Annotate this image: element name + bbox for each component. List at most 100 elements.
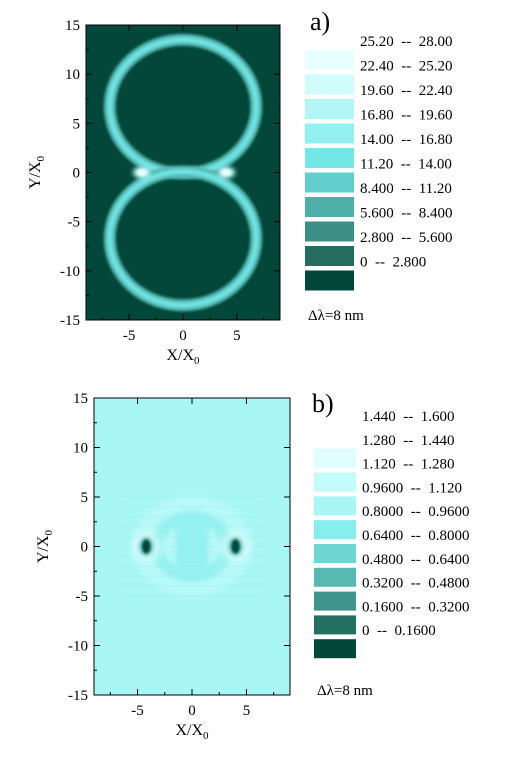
legend-swatch [314,496,356,516]
legend-swatch [305,221,354,242]
panel-label-b: b) [312,389,334,418]
legend-label: 1.280 -- 1.440 [362,433,455,449]
dark-spot-1 [133,532,160,561]
legend-swatch [314,448,356,468]
legend-label: 1.120 -- 1.280 [362,457,455,473]
dark-spot-2 [222,532,249,561]
legend-swatch [305,197,354,217]
hot-spot-2 [217,166,236,179]
x-tick-label: 0 [179,328,187,344]
legend-label: 0.4800 -- 0.6400 [362,552,470,568]
legend-label: 0 -- 2.800 [360,255,426,271]
x-axis-title-a: X/X0 [166,347,200,367]
legend-swatch [314,425,356,444]
panel-a: -15 -10 -5 0 5 10 15 -5 0 5 X/X0 Y/X0 a) 25.20 --… [27,7,453,367]
legend-entry: 0.4800 -- 0.6400 [314,552,470,587]
y-tick-label: 0 [73,166,81,182]
x-tick-label: 5 [243,703,251,719]
y-tick-label: 10 [73,441,88,457]
legend-entry: 2.800 -- 5.600 [305,230,453,266]
legend-entry: 16.80 -- 19.60 [305,108,453,144]
y-tick-label: -10 [60,264,80,280]
legend-entry: 0.8000 -- 0.9600 [314,504,470,540]
legend-entry: 0.9600 -- 1.120 [314,480,462,516]
hot-spot-1 [133,166,152,179]
y-tick-label: 15 [65,18,80,34]
legend-entry: 11.20 -- 14.00 [305,157,452,193]
legend-swatch [314,520,356,540]
legend-label: 25.20 -- 28.00 [360,34,453,50]
heatmap-a [86,25,280,320]
y-tick-label: 0 [81,540,89,556]
legend-entry: 14.00 -- 16.80 [305,132,453,168]
legend-swatch [305,246,354,266]
y-tick-label: 5 [81,490,89,506]
legend-entry: 1.440 -- 1.600 [314,409,455,444]
legend-b: 1.440 -- 1.600 1.280 -- 1.440 1.120 -- 1.2… [314,409,470,659]
axes-a: -15 -10 -5 0 5 10 15 -5 0 5 [60,18,280,344]
wavelength-annotation-a: Δλ=8 nm [308,308,364,324]
legend-label: 0.6400 -- 0.8000 [362,528,470,544]
legend-entry: 1.120 -- 1.280 [314,457,455,492]
legend-label: 5.600 -- 8.400 [360,206,453,222]
x-axis-title-b: X/X0 [175,722,209,742]
legend-swatch [314,544,356,563]
legend-swatch [314,567,356,587]
legend-swatch [305,148,354,168]
legend-swatch [305,123,354,144]
heatmap-b [94,398,290,695]
y-tick-label: -10 [68,639,88,655]
legend-entry: 0.6400 -- 0.8000 [314,528,470,563]
legend-entry: 0 -- 2.800 [305,255,426,291]
y-tick-label: 10 [65,67,80,83]
legend-label: 0.9600 -- 1.120 [362,480,462,496]
legend-swatch [314,615,356,635]
interference-pattern [132,495,252,598]
legend-swatch [314,639,356,659]
legend-entry: 25.20 -- 28.00 [305,34,453,70]
legend-label: 2.800 -- 5.600 [360,230,453,246]
x-tick-label: -5 [123,328,136,344]
legend-swatch [305,74,354,95]
y-tick-label: -5 [68,215,81,231]
legend-swatch [314,472,356,492]
legend-label: 14.00 -- 16.80 [360,132,453,148]
x-tick-label: -5 [131,703,144,719]
y-tick-label: -15 [68,688,88,704]
y-axis-title-b: Y/X0 [35,529,55,563]
legend-swatch [314,591,356,611]
legend-entry: 0 -- 0.1600 [314,623,436,659]
legend-swatch [305,172,354,193]
legend-swatch [305,270,354,291]
y-axis-title-a: Y/X0 [27,155,47,189]
legend-entry: 5.600 -- 8.400 [305,206,453,242]
legend-entry: 0.3200 -- 0.4800 [314,576,470,611]
legend-entry: 0.1600 -- 0.3200 [314,599,470,635]
legend-label: 19.60 -- 22.40 [360,83,453,99]
x-tick-label: 5 [233,328,241,344]
legend-label: 0.3200 -- 0.4800 [362,576,470,592]
legend-entry: 1.280 -- 1.440 [314,433,455,468]
legend-label: 0.1600 -- 0.3200 [362,599,470,615]
wavelength-annotation-b: Δλ=8 nm [317,683,373,699]
legend-entry: 8.400 -- 11.20 [305,181,452,217]
legend-entry: 22.40 -- 25.20 [305,59,453,95]
legend-swatch [305,50,354,70]
ring-2 [103,165,263,312]
panel-b: -15 -10 -5 0 5 10 15 -5 0 5 X/X0 Y/X0 b) 1.440 --… [35,389,470,742]
legend-label: 8.400 -- 11.20 [360,181,452,197]
y-tick-label: -5 [76,589,89,605]
legend-label: 0.8000 -- 0.9600 [362,504,470,520]
y-tick-label: 15 [73,391,88,407]
legend-label: 22.40 -- 25.20 [360,59,453,75]
axes-b: -15 -10 -5 0 5 10 15 -5 0 5 [68,391,290,719]
legend-entry: 19.60 -- 22.40 [305,83,453,119]
y-tick-label: -15 [60,313,80,329]
legend-label: 1.440 -- 1.600 [362,409,455,425]
panel-label-a: a) [310,7,330,36]
legend-label: 0 -- 0.1600 [362,623,436,639]
y-tick-label: 5 [73,116,81,132]
legend-label: 16.80 -- 19.60 [360,108,453,124]
legend-a: 25.20 -- 28.00 22.40 -- 25.20 19.60 -- 22.… [305,34,453,291]
